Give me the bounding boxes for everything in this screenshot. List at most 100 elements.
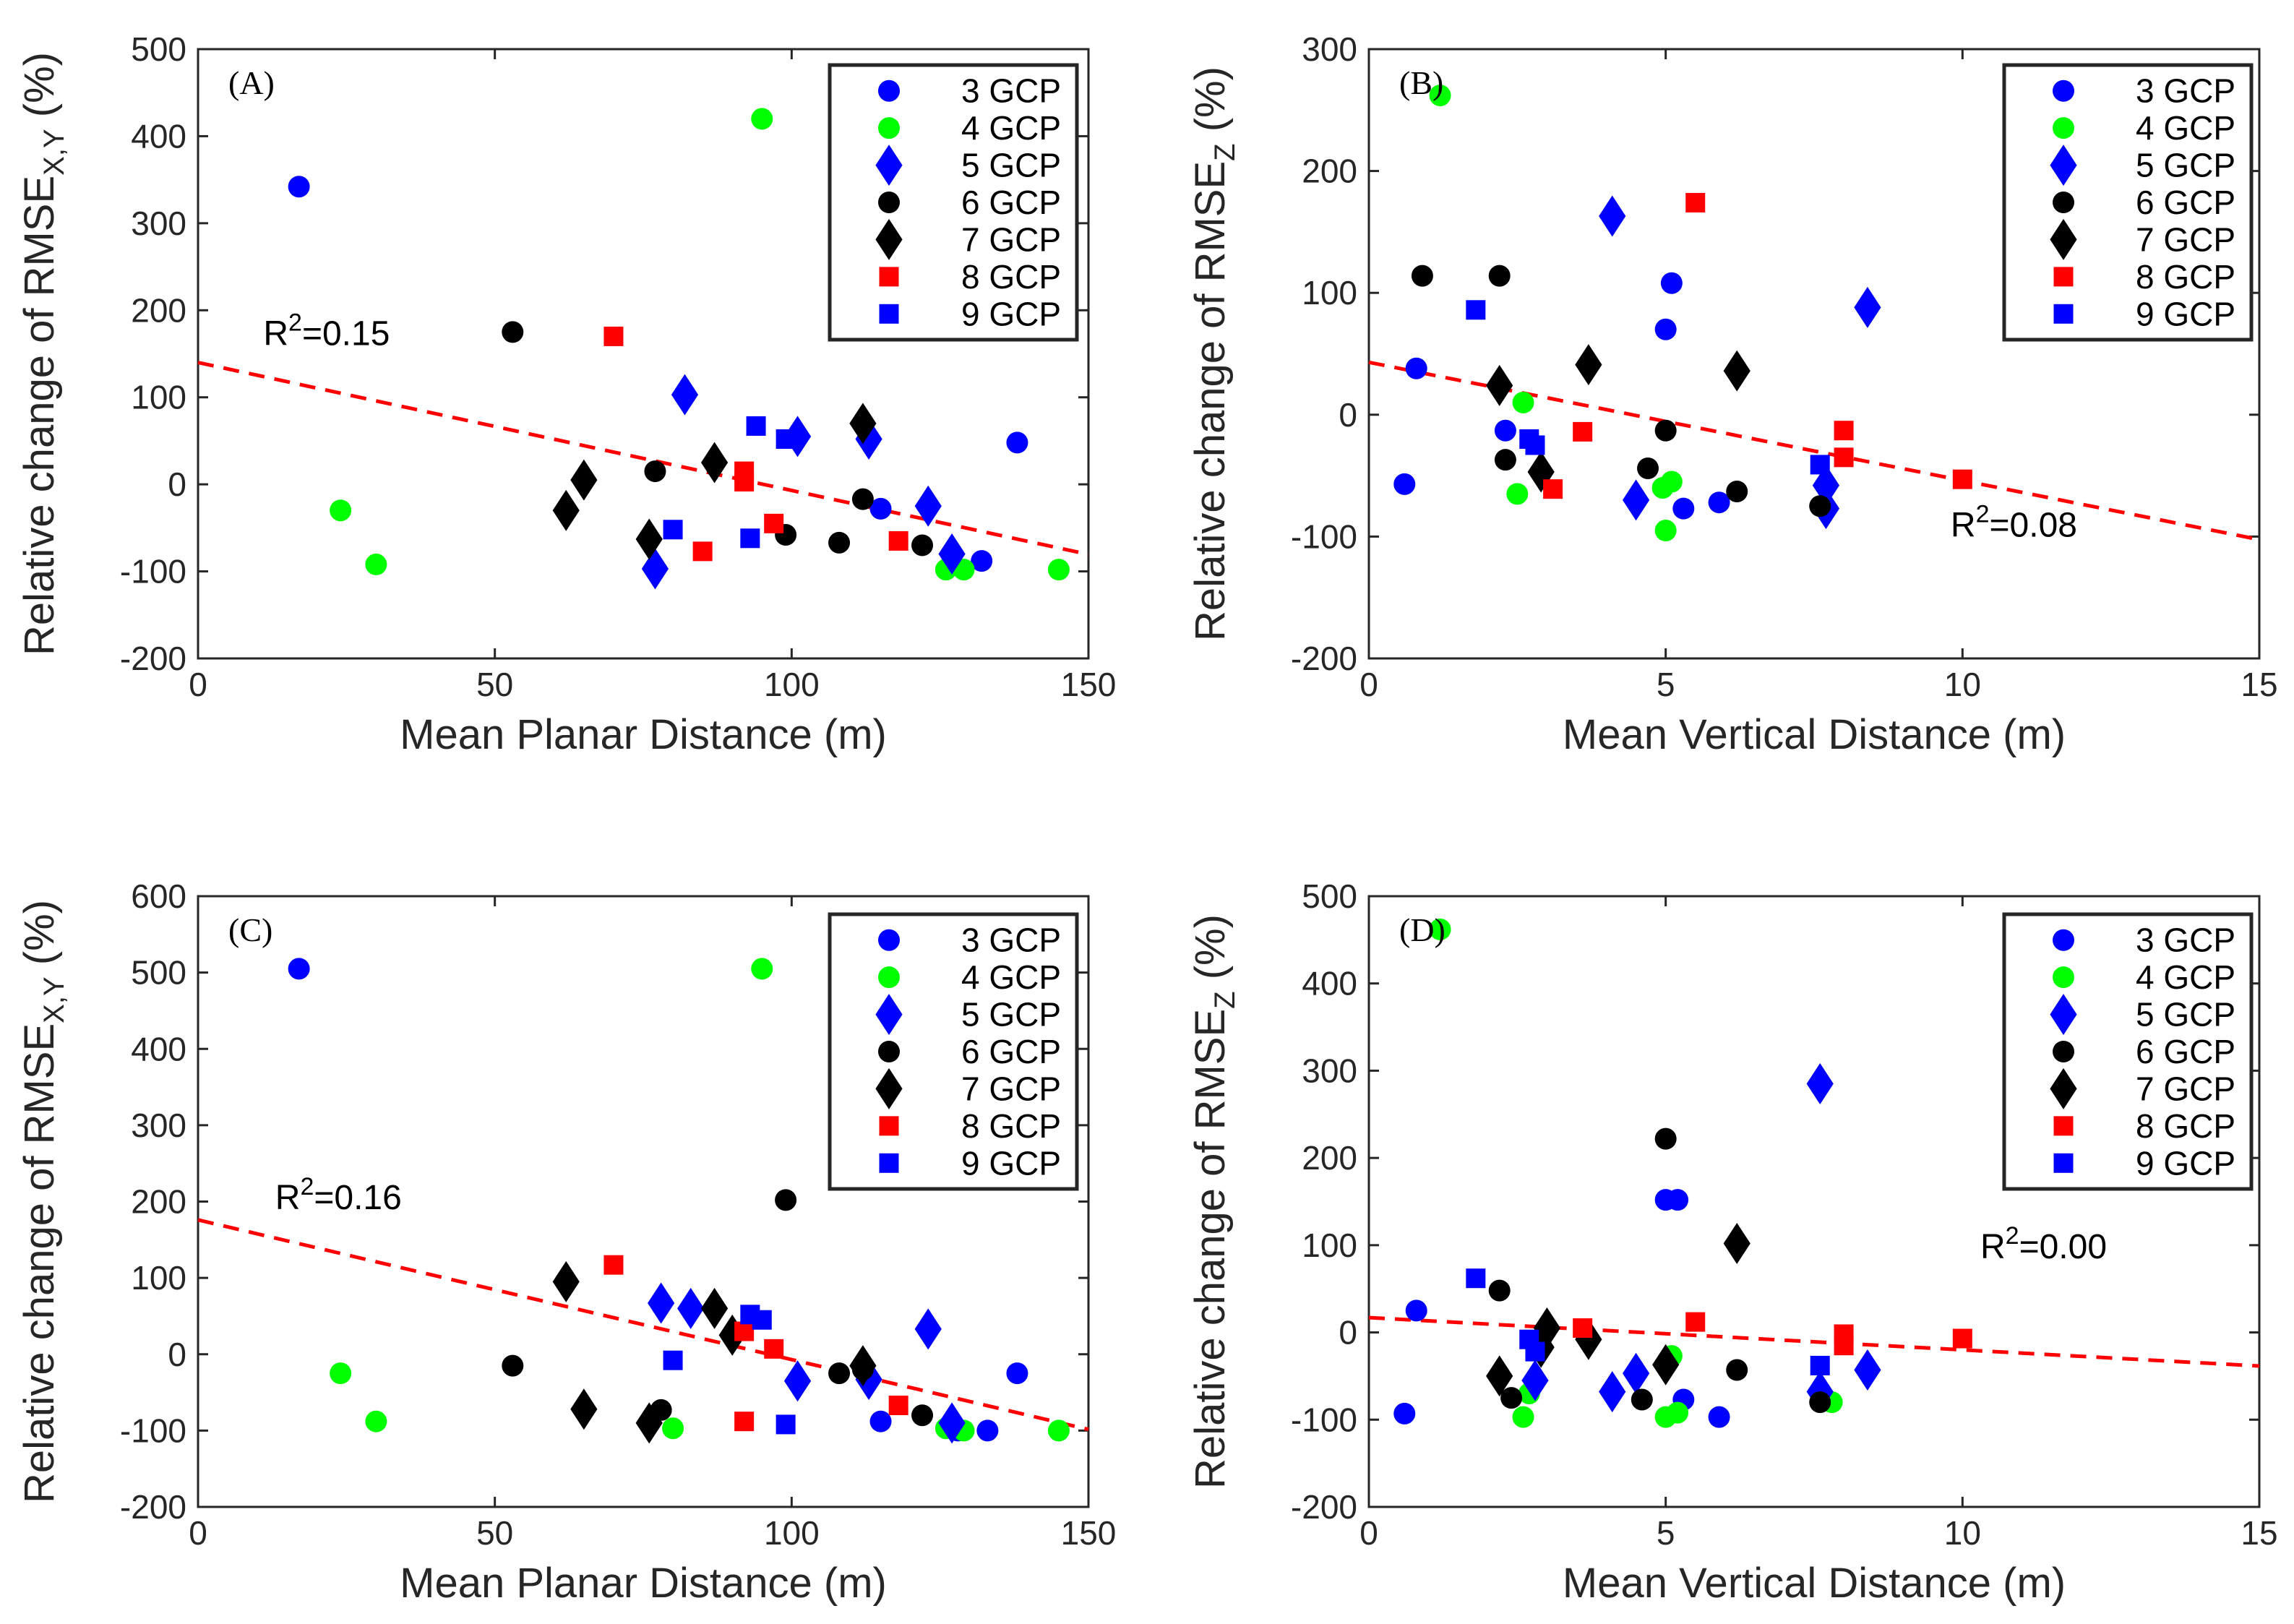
x-tick-label: 50 [476, 666, 513, 703]
x-axis-label: Mean Planar Distance (m) [400, 711, 887, 758]
data-point [1525, 435, 1545, 455]
legend-marker [2053, 929, 2074, 951]
data-point [911, 534, 934, 557]
x-tick-label: 5 [1657, 1514, 1675, 1552]
legend-entry: 3 GCP [961, 921, 1061, 959]
y-tick-label: 500 [131, 954, 186, 992]
legend-entry: 8 GCP [2136, 258, 2235, 296]
legend-marker [875, 994, 903, 1036]
data-point [914, 1308, 942, 1350]
x-tick-label: 0 [1359, 1514, 1378, 1552]
x-tick-label: 10 [1944, 666, 1981, 703]
y-tick-label: 500 [1302, 877, 1357, 915]
legend-marker [2053, 267, 2074, 287]
data-point [552, 1260, 580, 1302]
data-point [1667, 1189, 1689, 1211]
data-point [1723, 350, 1750, 392]
data-point [1952, 1328, 1972, 1349]
legend-marker [875, 1067, 903, 1109]
data-point [1854, 1349, 1881, 1391]
data-point [938, 533, 966, 575]
y-tick-label: 200 [1302, 1139, 1357, 1177]
x-tick-label: 15 [2241, 1514, 2277, 1552]
r-squared-label: R2=0.08 [1951, 500, 2077, 544]
legend-entry: 4 GCP [2136, 109, 2235, 147]
y-tick-label: 400 [131, 1030, 186, 1067]
legend-entry: 3 GCP [2136, 921, 2235, 959]
y-tick-label: 400 [1302, 965, 1357, 1002]
legend-marker [878, 117, 900, 139]
legend-marker [2050, 994, 2077, 1036]
data-point [869, 1410, 892, 1432]
data-point [1494, 419, 1516, 442]
legend-marker [2053, 966, 2074, 989]
legend-entry: 3 GCP [961, 72, 1061, 110]
data-point [1494, 449, 1516, 471]
data-point [1952, 469, 1972, 489]
data-point [1708, 1406, 1730, 1428]
data-point [849, 1345, 877, 1387]
legend-box [828, 912, 1079, 1191]
y-tick-label: -100 [120, 1412, 186, 1449]
data-point [764, 513, 784, 533]
data-point [365, 553, 387, 575]
y-axis-label: Relative change of RMSEX,Y (%) [16, 52, 70, 656]
data-point [751, 108, 773, 130]
data-point [1654, 318, 1677, 340]
data-point [938, 1402, 966, 1444]
panel-label: (A) [228, 64, 275, 101]
data-point [775, 1189, 797, 1211]
legend-marker [2053, 117, 2074, 139]
r-squared-label: R2=0.00 [1980, 1222, 2107, 1266]
legend-marker [878, 1041, 900, 1062]
regression-line [1368, 360, 2260, 542]
legend-entry: 6 GCP [2136, 1033, 2235, 1070]
legend-entry: 5 GCP [2136, 147, 2235, 184]
y-tick-label: 200 [131, 1183, 186, 1221]
y-tick-label: -100 [1291, 1401, 1357, 1438]
data-point [776, 1414, 796, 1435]
legend-entry: 5 GCP [961, 996, 1061, 1034]
data-point [1525, 1341, 1545, 1362]
data-point [752, 1310, 772, 1330]
y-tick-label: 100 [131, 1259, 186, 1297]
legend-entry: 3 GCP [2136, 72, 2235, 110]
regression-line [1368, 1315, 2260, 1368]
legend-marker [2053, 80, 2074, 102]
data-point [783, 1360, 812, 1402]
data-point [330, 499, 352, 522]
data-point [1486, 364, 1513, 406]
scatter-panel-c: 0 50 100 150 -200 -100 0 100 200 300 400 500 600 Mean… [16, 877, 1116, 1607]
y-axis-label: Relative change of RMSEZ (%) [1187, 914, 1241, 1489]
legend-entry: 8 GCP [961, 258, 1061, 296]
data-point [1834, 447, 1854, 468]
data-point [663, 1350, 683, 1370]
data-point [1834, 421, 1854, 441]
legend-marker [878, 192, 900, 213]
data-point [1429, 85, 1451, 107]
y-axis-label: Relative change of RMSEZ (%) [1187, 66, 1241, 641]
data-point [976, 1419, 999, 1442]
data-point [1708, 491, 1730, 514]
x-tick-label: 0 [1359, 666, 1378, 703]
y-tick-label: 0 [168, 465, 186, 503]
legend-entry: 6 GCP [961, 184, 1061, 221]
x-tick-label: 10 [1944, 1514, 1981, 1552]
data-point [746, 416, 766, 436]
x-tick-label: 100 [764, 1514, 820, 1552]
legend-entry: 8 GCP [2136, 1107, 2235, 1145]
legend-entry: 5 GCP [961, 147, 1061, 184]
legend-entry: 4 GCP [961, 109, 1061, 147]
data-point [603, 1255, 624, 1275]
r-squared-label: R2=0.15 [263, 309, 390, 353]
data-point [700, 1287, 729, 1329]
data-point [1660, 272, 1683, 294]
data-point [1047, 1419, 1070, 1442]
legend-box [828, 63, 1079, 342]
legend-entry: 7 GCP [2136, 220, 2235, 258]
data-point [570, 1388, 598, 1430]
legend-marker [875, 218, 903, 260]
data-point [828, 531, 851, 554]
data-point [1726, 1359, 1748, 1381]
